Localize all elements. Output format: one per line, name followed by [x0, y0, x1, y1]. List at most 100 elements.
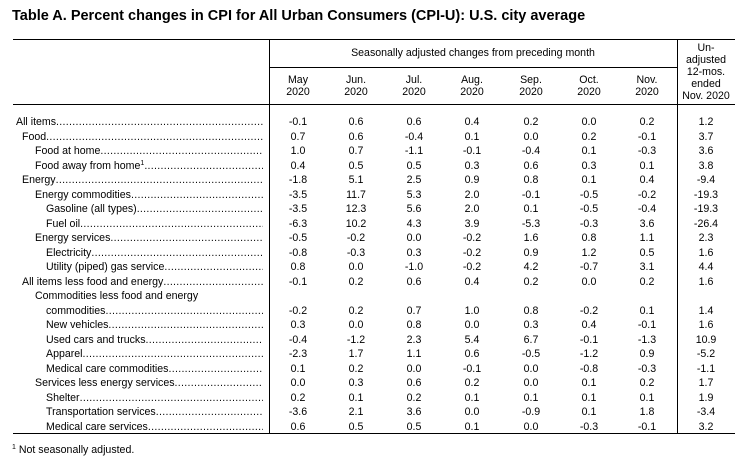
row-label: Utility (piped) gas service — [46, 261, 263, 273]
cell-value: 0.7 — [348, 145, 364, 157]
cell-value: 4.2 — [523, 261, 539, 273]
cell-value: 0.2 — [348, 362, 364, 375]
table-row: Electricity -0.8 -0.3 0.3 -0.2 0.9 1.2 0.5 1.6 — [13, 247, 735, 262]
cell-value: 0.6 — [464, 348, 480, 360]
month-header-month: Aug. — [461, 74, 483, 86]
dot-leader — [146, 334, 263, 346]
footnote-ref: 1 — [140, 159, 145, 167]
cell-value: 3.6 — [639, 217, 655, 230]
dot-leader — [56, 116, 263, 128]
cell-value: 0.2 — [639, 377, 655, 389]
dot-leader — [80, 392, 263, 404]
row-label: Shelter — [46, 392, 263, 404]
cell-value: 0.8 — [523, 174, 539, 186]
cell-value: 0.6 — [406, 116, 422, 128]
cell-value: 1.1 — [639, 232, 655, 244]
cell-value: 0.0 — [290, 377, 306, 389]
row-label-text: New vehicles — [46, 319, 109, 331]
cell-unadjusted: 1.6 — [698, 246, 714, 259]
month-header-year: 2020 — [519, 86, 543, 98]
row-label: Energy commodities — [35, 189, 263, 201]
unadjusted-header-line: Nov. 2020 — [682, 90, 730, 102]
unadjusted-header-line: ended — [691, 78, 721, 90]
row-label-text: Used cars and trucks — [46, 333, 146, 346]
cell-unadjusted: -9.4 — [696, 174, 716, 186]
dot-leader — [83, 348, 263, 360]
cell-value: 0.1 — [523, 391, 539, 404]
cell-value: -0.8 — [288, 246, 308, 259]
cell-value: 2.3 — [406, 333, 422, 346]
cell-value: -0.2 — [288, 304, 308, 317]
cell-value: 0.6 — [348, 130, 364, 143]
unadjusted-header-line: 12-mos. — [686, 66, 726, 78]
table-row: Energy -1.8 5.1 2.5 0.9 0.8 0.1 0.4 -9.4 — [13, 174, 735, 189]
cell-unadjusted: -3.4 — [696, 406, 716, 418]
row-label-text: Energy services — [35, 232, 111, 244]
cell-value: -5.3 — [521, 217, 541, 230]
row-label: commodities — [46, 305, 263, 317]
cell-value: -0.7 — [579, 261, 599, 273]
group-header-rule — [269, 67, 677, 68]
cell-value: -0.4 — [288, 333, 308, 346]
cell-value: -0.5 — [579, 203, 599, 215]
month-header: Sep. 2020 — [502, 74, 560, 98]
cell-value: 0.7 — [290, 130, 306, 143]
month-header: Oct. 2020 — [560, 74, 618, 98]
cell-value: 0.1 — [290, 362, 306, 375]
cell-value: 0.6 — [523, 159, 539, 172]
cell-value: 0.3 — [348, 377, 364, 389]
cell-value: 0.3 — [464, 159, 480, 172]
cell-value: 0.1 — [464, 420, 480, 433]
cell-value: -0.1 — [637, 420, 657, 433]
cell-value: 0.5 — [348, 159, 364, 172]
cell-value: -0.5 — [288, 232, 308, 244]
row-label: Apparel — [46, 348, 263, 360]
cell-value: 0.4 — [464, 275, 480, 288]
row-label: Medical care services — [46, 421, 263, 433]
cell-value: 0.5 — [406, 159, 422, 172]
cell-value: 1.7 — [348, 348, 364, 360]
cell-value: 0.5 — [348, 420, 364, 433]
cell-unadjusted: 1.6 — [698, 275, 714, 288]
table-row: Medical care services 0.6 0.5 0.5 0.1 0.0 -0.3… — [13, 421, 735, 436]
cell-value: 0.1 — [348, 391, 364, 404]
cell-value: 0.2 — [406, 391, 422, 404]
month-header: Nov. 2020 — [618, 74, 676, 98]
dot-leader — [144, 160, 263, 172]
cell-value: 0.2 — [639, 275, 655, 288]
cell-unadjusted: -26.4 — [693, 217, 719, 230]
cell-value: 0.3 — [290, 319, 306, 331]
row-label-text: Medical care services — [46, 420, 148, 433]
cell-value: 0.1 — [581, 406, 597, 418]
table-row: Services less energy services 0.0 0.3 0.6 0.… — [13, 377, 735, 392]
cell-value: -0.1 — [579, 333, 599, 346]
cell-value: 2.1 — [348, 406, 364, 418]
cell-value: 0.5 — [639, 246, 655, 259]
row-label-text: Fuel oil — [46, 217, 81, 230]
cell-value: -0.2 — [462, 261, 482, 273]
cell-value: 2.0 — [464, 203, 480, 215]
cell-value: 5.6 — [406, 203, 422, 215]
dot-leader — [175, 377, 263, 389]
month-header-year: 2020 — [402, 86, 426, 98]
cell-value: 0.2 — [464, 377, 480, 389]
cell-value: 2.0 — [464, 188, 480, 201]
cell-value: 0.2 — [523, 275, 539, 288]
cell-value: 0.0 — [523, 420, 539, 433]
cell-value: 12.3 — [345, 203, 367, 215]
table-row: Utility (piped) gas service 0.8 0.0 -1.0 -0.… — [13, 261, 735, 276]
column-divider — [677, 40, 678, 433]
cell-unadjusted: 1.7 — [698, 377, 714, 389]
cell-value: 3.1 — [639, 261, 655, 273]
cell-value: 11.7 — [346, 188, 366, 201]
cell-value: 3.9 — [464, 217, 480, 230]
cell-unadjusted: 2.3 — [698, 232, 714, 244]
cell-value: 0.6 — [406, 377, 422, 389]
cell-value: -1.8 — [288, 174, 308, 186]
cell-value: 4.3 — [406, 217, 422, 230]
cell-value: -0.5 — [521, 348, 541, 360]
row-label: Food at home — [35, 145, 263, 157]
cell-value: 0.1 — [581, 391, 597, 404]
cell-value: 0.0 — [464, 406, 480, 418]
cell-value: 0.4 — [639, 174, 655, 186]
